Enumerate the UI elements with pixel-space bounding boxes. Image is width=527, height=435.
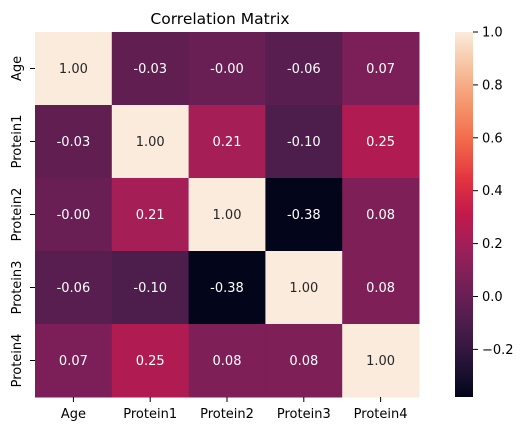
heatmap-cell-protein4-protein3 [265, 324, 343, 398]
cell-value-label: 0.25 [366, 135, 395, 150]
x-axis-ticks: Age Protein1 Protein2 Protein3 Protein4 [61, 397, 408, 422]
y-tick-label: Age [10, 56, 25, 81]
cell-value-label: 1.00 [289, 281, 318, 296]
heatmap-cell-protein4-protein1 [111, 324, 190, 398]
heatmap-cell-protein4-protein2 [188, 324, 266, 398]
heatmap-cell-protein2-protein1 [111, 178, 190, 252]
cell-value-label: 0.25 [136, 354, 165, 369]
heatmap-cell-protein3-protein2 [188, 251, 266, 325]
cell-value-label: -0.10 [287, 135, 321, 150]
cell-value-label: 1.00 [136, 135, 165, 150]
colorbar-tick-label: 0.8 [482, 78, 503, 93]
heatmap-cell-age-protein2 [188, 32, 266, 106]
heatmap-cell-age-protein4 [342, 32, 420, 106]
cell-value-label: -0.03 [133, 62, 167, 77]
heatmap-cell-protein1-protein1 [111, 105, 190, 179]
heatmap-cell-protein1-protein3 [265, 105, 343, 179]
heatmap-cell-protein4-protein4 [342, 324, 420, 398]
cell-value-label: -0.10 [133, 281, 167, 296]
heatmap-cell-protein2-protein2 [188, 178, 266, 252]
colorbar-gradient [455, 32, 473, 397]
cell-value-label: 0.07 [59, 354, 88, 369]
cell-value-label: -0.00 [210, 62, 244, 77]
y-axis-ticks: Age Protein1 Protein2 Protein3 Protein4 [10, 56, 35, 388]
heatmap-cell-protein3-age [35, 251, 113, 325]
cell-value-label: -0.00 [57, 208, 91, 223]
cell-value-label: 0.07 [366, 62, 395, 77]
heatmap-cell-protein1-protein4 [342, 105, 420, 179]
cell-value-label: -0.06 [287, 62, 321, 77]
y-tick-label: Protein1 [10, 115, 25, 169]
heatmap-cells: 1.00 -0.03 -0.00 -0.06 0.07 -0.03 1.00 0.21 -0.1… [35, 32, 420, 398]
colorbar-tick-label: 0.0 [482, 290, 503, 305]
heatmap-cell-protein3-protein1 [111, 251, 190, 325]
colorbar-tick-label: −0.2 [482, 343, 514, 358]
y-tick-label: Protein2 [10, 188, 25, 242]
heatmap-cell-age-age [35, 32, 113, 106]
chart-title: Correlation Matrix [150, 10, 289, 28]
cell-value-label: -0.06 [57, 281, 91, 296]
cell-value-label: 1.00 [59, 62, 88, 77]
colorbar-tick-label: 1.0 [482, 26, 503, 41]
x-tick-label: Protein4 [354, 407, 408, 422]
y-tick-label: Protein3 [10, 261, 25, 315]
heatmap-cell-protein2-protein3 [265, 178, 343, 252]
cell-value-label: 1.00 [213, 208, 242, 223]
heatmap-cell-protein2-protein4 [342, 178, 420, 252]
colorbar-tick-label: 0.6 [482, 131, 503, 146]
heatmap-cell-protein1-protein2 [188, 105, 266, 179]
cell-value-label: 0.08 [366, 281, 395, 296]
colorbar: −0.2 0.0 0.2 0.4 0.6 0.8 1.0 [455, 26, 514, 397]
cell-value-label: 0.21 [136, 208, 165, 223]
heatmap-cell-protein4-age [35, 324, 113, 398]
heatmap-cell-protein1-age [35, 105, 113, 179]
colorbar-tick-label: 0.4 [482, 184, 503, 199]
x-tick-label: Protein3 [277, 407, 331, 422]
y-tick-label: Protein4 [10, 334, 25, 388]
cell-value-label: -0.38 [287, 208, 321, 223]
colorbar-tick-label: 0.2 [482, 237, 503, 252]
cell-value-label: -0.03 [57, 135, 91, 150]
heatmap-cell-protein3-protein3 [265, 251, 343, 325]
cell-value-label: 0.08 [289, 354, 318, 369]
heatmap-cell-age-protein1 [111, 32, 190, 106]
x-tick-label: Age [61, 407, 86, 422]
cell-value-label: 0.21 [213, 135, 242, 150]
heatmap-cell-protein3-protein4 [342, 251, 420, 325]
heatmap-cell-age-protein3 [265, 32, 343, 106]
x-tick-label: Protein2 [200, 407, 254, 422]
cell-value-label: 0.08 [366, 208, 395, 223]
cell-value-label: -0.38 [210, 281, 244, 296]
heatmap-cell-protein2-age [35, 178, 113, 252]
cell-value-label: 1.00 [366, 354, 395, 369]
cell-value-label: 0.08 [213, 354, 242, 369]
x-tick-label: Protein1 [123, 407, 177, 422]
